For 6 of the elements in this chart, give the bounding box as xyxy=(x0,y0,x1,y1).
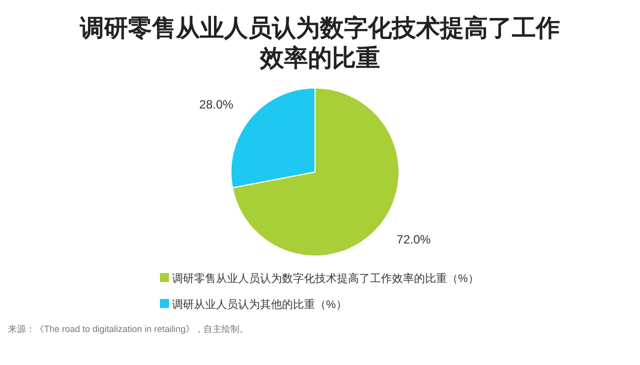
legend-label: 调研零售从业人员认为数字化技术提高了工作效率的比重（%） xyxy=(172,272,479,285)
legend-label: 调研从业人员认为其他的比重（%） xyxy=(172,298,347,311)
data-label: 28.0% xyxy=(199,97,234,112)
source-note: 来源：《The road to digitalization in retailing》，自主绘制。 xyxy=(8,324,249,334)
chart-title: 调研零售从业人员认为数字化技术提高了工作效率的比重 xyxy=(79,14,560,72)
data-label: 72.0% xyxy=(396,232,432,247)
